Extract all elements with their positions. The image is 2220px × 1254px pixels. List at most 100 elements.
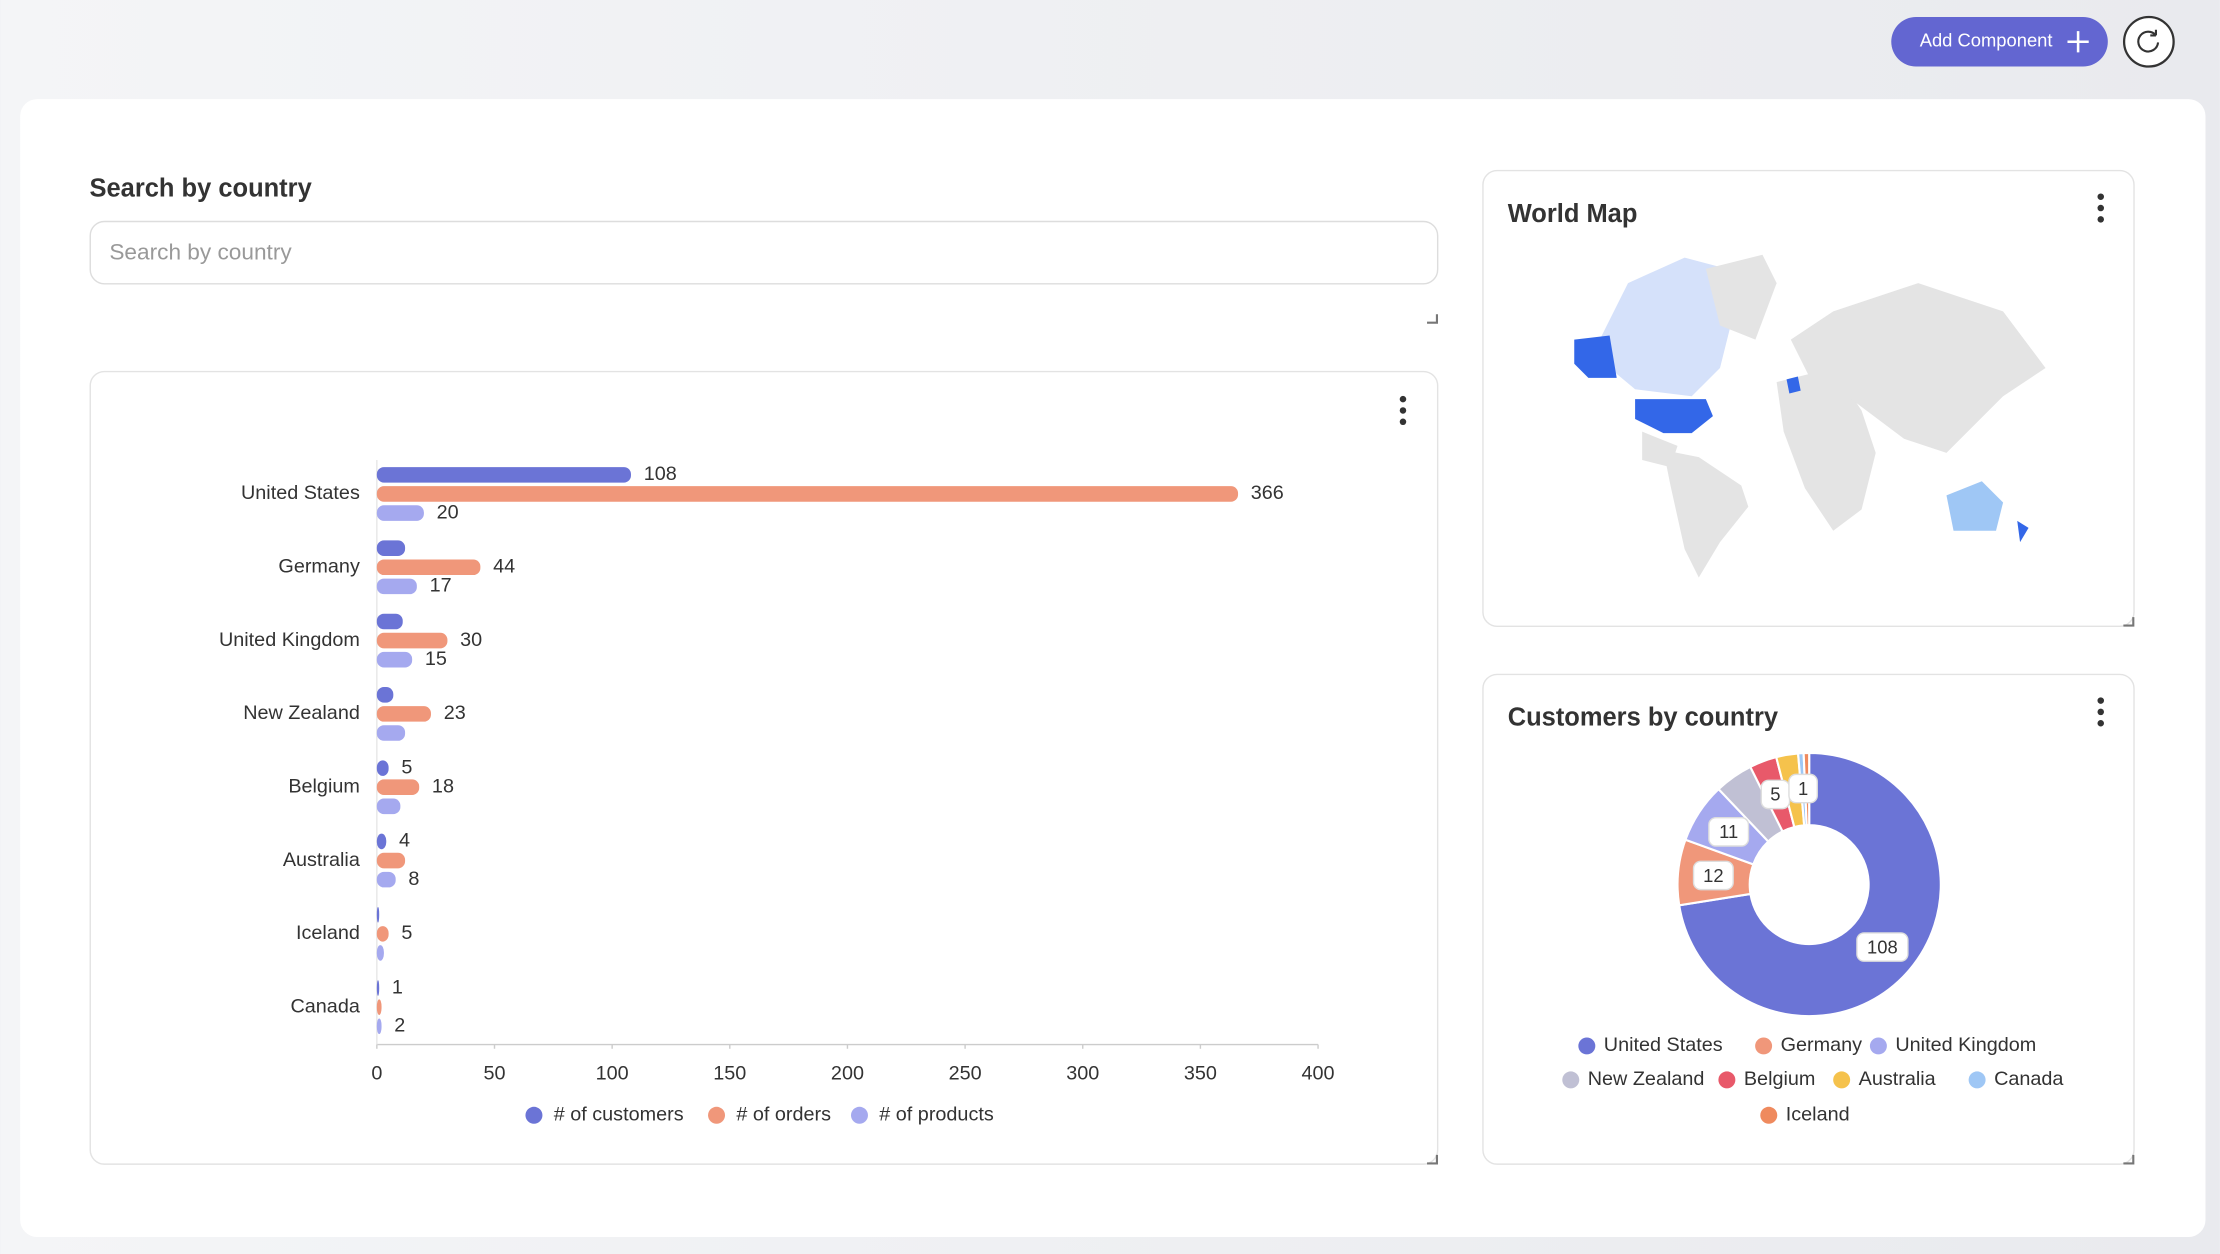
legend-label: # of customers (554, 1104, 684, 1126)
bar (376, 779, 420, 796)
refresh-icon (2137, 29, 2160, 53)
legend-label: Canada (1994, 1068, 2064, 1090)
value-label: 1 (1798, 778, 1808, 799)
bar (376, 1018, 382, 1035)
search-input[interactable] (89, 220, 1439, 285)
value-label: 17 (430, 575, 452, 597)
y-tick-label: United Kingdom (219, 629, 360, 651)
legend-label: Belgium (1744, 1068, 1816, 1090)
legend-swatch (850, 1106, 868, 1124)
value-label: 44 (493, 556, 515, 578)
bar (376, 999, 382, 1015)
bar (376, 559, 481, 576)
bar (376, 505, 424, 521)
legend-swatch (1755, 1037, 1773, 1055)
bar (376, 632, 448, 649)
legend-swatch (1578, 1037, 1596, 1055)
bar (376, 980, 380, 996)
label-box (1788, 773, 1818, 804)
add-button-label[interactable]: Add Component (1920, 30, 2053, 51)
y-tick-label: Belgium (288, 775, 360, 797)
value-label: 4 (399, 830, 410, 852)
bar (376, 486, 1239, 502)
bar (376, 613, 403, 630)
value-label: 1 (392, 976, 403, 998)
value-label: 11 (1719, 821, 1738, 842)
y-tick-label: Australia (283, 849, 361, 871)
resize-handle (1427, 314, 1439, 324)
value-label: 18 (432, 775, 454, 797)
value-label: 2 (394, 1015, 405, 1037)
bar (376, 651, 413, 668)
value-label: 108 (644, 463, 677, 485)
legend-label: Germany (1781, 1034, 1863, 1056)
x-tick-label: 250 (949, 1062, 982, 1084)
y-tick-label: New Zealand (243, 702, 360, 724)
x-tick-label: 50 (483, 1062, 505, 1084)
map-title: World Map (1508, 200, 1638, 228)
legend-label: United Kingdom (1895, 1034, 2036, 1056)
resize-handle (1427, 1154, 1439, 1165)
pie-card (1482, 673, 2135, 1165)
value-label: 8 (408, 868, 419, 890)
search-placeholder: Search by country (109, 239, 292, 264)
value-label: 20 (437, 501, 459, 523)
legend-label: United States (1604, 1034, 1723, 1056)
legend-label: # of products (879, 1104, 994, 1126)
menu-icon[interactable] (1399, 395, 1407, 426)
bar (376, 945, 384, 961)
bar (376, 906, 380, 923)
legend-label: # of orders (736, 1104, 831, 1126)
x-tick-label: 100 (596, 1062, 629, 1084)
legend-label: Iceland (1786, 1104, 1850, 1126)
value-label: 30 (460, 629, 482, 651)
legend-label: New Zealand (1588, 1068, 1705, 1090)
pie-title: Customers by country (1508, 704, 1779, 732)
y-tick-label: Iceland (296, 922, 360, 944)
value-label: 108 (1867, 936, 1898, 957)
legend-swatch (525, 1106, 543, 1124)
bar (376, 833, 387, 850)
y-tick-label: United States (241, 482, 360, 504)
value-label: 15 (425, 648, 447, 670)
resize-handle (2123, 1154, 2135, 1165)
value-label: 5 (401, 922, 412, 944)
bar (376, 852, 406, 869)
x-tick-label: 300 (1066, 1062, 1099, 1084)
label-box (1692, 860, 1734, 891)
label-box (1856, 932, 1909, 962)
add-button[interactable] (1891, 16, 2108, 67)
value-label: 12 (1703, 865, 1723, 886)
legend-swatch (708, 1106, 726, 1124)
value-label: 366 (1251, 482, 1284, 504)
bar (376, 725, 406, 741)
value-label: 5 (1770, 784, 1780, 805)
menu-icon[interactable] (2097, 697, 2104, 727)
menu-icon[interactable] (2097, 193, 2104, 223)
bar (376, 798, 401, 815)
bar (376, 687, 394, 703)
y-tick-label: Germany (278, 556, 360, 578)
x-tick-label: 0 (371, 1062, 382, 1084)
value-label: 5 (401, 756, 412, 778)
bar (376, 706, 431, 722)
bar (376, 760, 389, 776)
x-tick-label: 400 (1302, 1062, 1335, 1084)
label-box (1708, 817, 1750, 847)
bar (376, 540, 406, 556)
legend-swatch (1718, 1071, 1736, 1089)
legend-swatch (1968, 1071, 1986, 1089)
x-tick-label: 350 (1184, 1062, 1217, 1084)
bar (376, 926, 389, 942)
bar (376, 871, 396, 888)
legend-swatch (1562, 1071, 1580, 1089)
x-tick-label: 200 (831, 1062, 864, 1084)
bar (376, 578, 417, 595)
bar (376, 467, 631, 483)
value-label: 23 (444, 702, 466, 724)
search-title: Search by country (90, 174, 313, 202)
refresh-button[interactable] (2122, 15, 2175, 68)
resize-handle (2123, 617, 2135, 627)
